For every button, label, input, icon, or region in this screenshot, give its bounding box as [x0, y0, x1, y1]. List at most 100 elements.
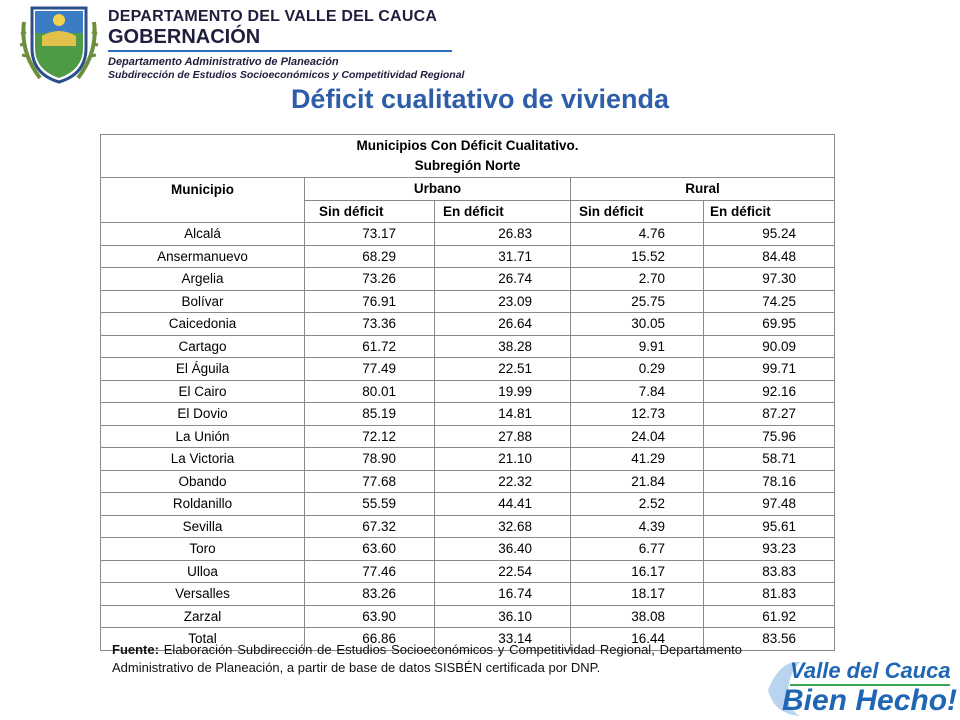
value-cell: 16.74 [434, 582, 571, 606]
value-cell: 55.59 [304, 492, 435, 516]
value-cell: 73.26 [304, 267, 435, 291]
table-row: Alcalá 73.17 26.83 4.76 95.24 [100, 222, 836, 246]
table-row: La Unión 72.12 27.88 24.04 75.96 [100, 424, 836, 448]
value-cell: 25.75 [570, 289, 704, 313]
header-divider [108, 50, 452, 52]
municipio-cell: Cartago [100, 334, 305, 358]
office-name: Departamento Administrativo de Planeació… [108, 56, 339, 68]
value-cell: 2.52 [570, 492, 704, 516]
table-row: Caicedonia 73.36 26.64 30.05 69.95 [100, 312, 836, 336]
value-cell: 78.90 [304, 447, 435, 471]
value-cell: 44.41 [434, 492, 571, 516]
table-row: Obando 77.68 22.32 21.84 78.16 [100, 469, 836, 493]
value-cell: 68.29 [304, 244, 435, 268]
value-cell: 92.16 [702, 379, 836, 403]
value-cell: 22.54 [434, 559, 571, 583]
municipio-cell: La Victoria [100, 447, 305, 471]
table-row: El Águila 77.49 22.51 0.29 99.71 [100, 357, 836, 381]
department-seal-icon [19, 6, 99, 84]
value-cell: 26.83 [434, 222, 571, 246]
value-cell: 2.70 [570, 267, 704, 291]
municipio-cell: Sevilla [100, 514, 305, 538]
municipio-cell: El Cairo [100, 379, 305, 403]
value-cell: 69.95 [702, 312, 836, 336]
table-caption-row: Municipios Con Déficit Cualitativo. Subr… [99, 134, 836, 178]
value-cell: 95.61 [702, 514, 836, 538]
value-cell: 19.99 [434, 379, 571, 403]
brand-logo: Valle del Cauca Bien Hecho! [768, 658, 957, 717]
value-cell: 97.30 [702, 267, 836, 291]
header-urbano-en: En déficit [434, 199, 571, 223]
value-cell: 95.24 [702, 222, 836, 246]
value-cell: 31.71 [434, 244, 571, 268]
value-cell: 30.05 [570, 312, 704, 336]
value-cell: 77.49 [304, 357, 435, 381]
municipio-cell: Argelia [100, 267, 305, 291]
value-cell: 23.09 [434, 289, 571, 313]
source-note: Fuente: Elaboración Subdirección de Estu… [112, 641, 742, 677]
table-row: El Dovio 85.19 14.81 12.73 87.27 [100, 402, 836, 426]
value-cell: 87.27 [702, 402, 836, 426]
value-cell: 14.81 [434, 402, 571, 426]
header-urbano-sin: Sin déficit [304, 199, 435, 223]
value-cell: 7.84 [570, 379, 704, 403]
table-body: Alcalá 73.17 26.83 4.76 95.24 Ansermanuevo 68.… [100, 222, 836, 651]
value-cell: 83.56 [702, 627, 836, 651]
value-cell: 97.48 [702, 492, 836, 516]
value-cell: 41.29 [570, 447, 704, 471]
value-cell: 0.29 [570, 357, 704, 381]
value-cell: 26.74 [434, 267, 571, 291]
value-cell: 72.12 [304, 424, 435, 448]
municipio-cell: Total [100, 627, 305, 651]
value-cell: 16.17 [570, 559, 704, 583]
government-name: GOBERNACIÓN [108, 26, 261, 48]
value-cell: 36.10 [434, 604, 571, 628]
value-cell: 80.01 [304, 379, 435, 403]
municipio-cell: Alcalá [100, 222, 305, 246]
value-cell: 15.52 [570, 244, 704, 268]
table-row: Versalles 83.26 16.74 18.17 81.83 [100, 582, 836, 606]
value-cell: 77.46 [304, 559, 435, 583]
value-cell: 63.60 [304, 537, 435, 561]
table-row: Sevilla 67.32 32.68 4.39 95.61 [100, 514, 836, 538]
value-cell: 12.73 [570, 402, 704, 426]
header-municipio: Municipio [100, 177, 305, 223]
table-row: Bolívar 76.91 23.09 25.75 74.25 [100, 289, 836, 313]
table-header-row: Municipio Urbano Rural [100, 177, 836, 223]
table-row: Total 66.86 33.14 16.44 83.56 [100, 627, 836, 651]
value-cell: 24.04 [570, 424, 704, 448]
value-cell: 81.83 [702, 582, 836, 606]
table-row: Toro 63.60 36.40 6.77 93.23 [100, 537, 836, 561]
value-cell: 22.32 [434, 469, 571, 493]
table-caption-line2: Subregión Norte [414, 158, 521, 173]
header-rural: Rural [569, 177, 836, 201]
header: DEPARTAMENTO DEL VALLE DEL CAUCA GOBERNA… [0, 0, 960, 88]
deficit-table: Municipios Con Déficit Cualitativo. Subr… [99, 134, 836, 651]
value-cell: 84.48 [702, 244, 836, 268]
municipio-cell: La Unión [100, 424, 305, 448]
table-row: El Cairo 80.01 19.99 7.84 92.16 [100, 379, 836, 403]
header-rural-sin: Sin déficit [570, 199, 704, 223]
value-cell: 61.72 [304, 334, 435, 358]
value-cell: 38.28 [434, 334, 571, 358]
value-cell: 67.32 [304, 514, 435, 538]
value-cell: 36.40 [434, 537, 571, 561]
value-cell: 85.19 [304, 402, 435, 426]
value-cell: 21.10 [434, 447, 571, 471]
value-cell: 78.16 [702, 469, 836, 493]
brand-line1: Valle del Cauca [790, 658, 951, 683]
value-cell: 18.17 [570, 582, 704, 606]
value-cell: 22.51 [434, 357, 571, 381]
municipio-cell: Ulloa [100, 559, 305, 583]
value-cell: 99.71 [702, 357, 836, 381]
municipio-cell: Zarzal [100, 604, 305, 628]
source-text: Elaboración Subdirección de Estudios Soc… [112, 642, 742, 675]
table-row: Zarzal 63.90 36.10 38.08 61.92 [100, 604, 836, 628]
table-row: La Victoria 78.90 21.10 41.29 58.71 [100, 447, 836, 471]
municipio-cell: El Águila [100, 357, 305, 381]
value-cell: 63.90 [304, 604, 435, 628]
value-cell: 74.25 [702, 289, 836, 313]
value-cell: 90.09 [702, 334, 836, 358]
value-cell: 93.23 [702, 537, 836, 561]
table-subheader-row: Sin déficit En déficit Sin déficit En dé… [101, 199, 836, 223]
